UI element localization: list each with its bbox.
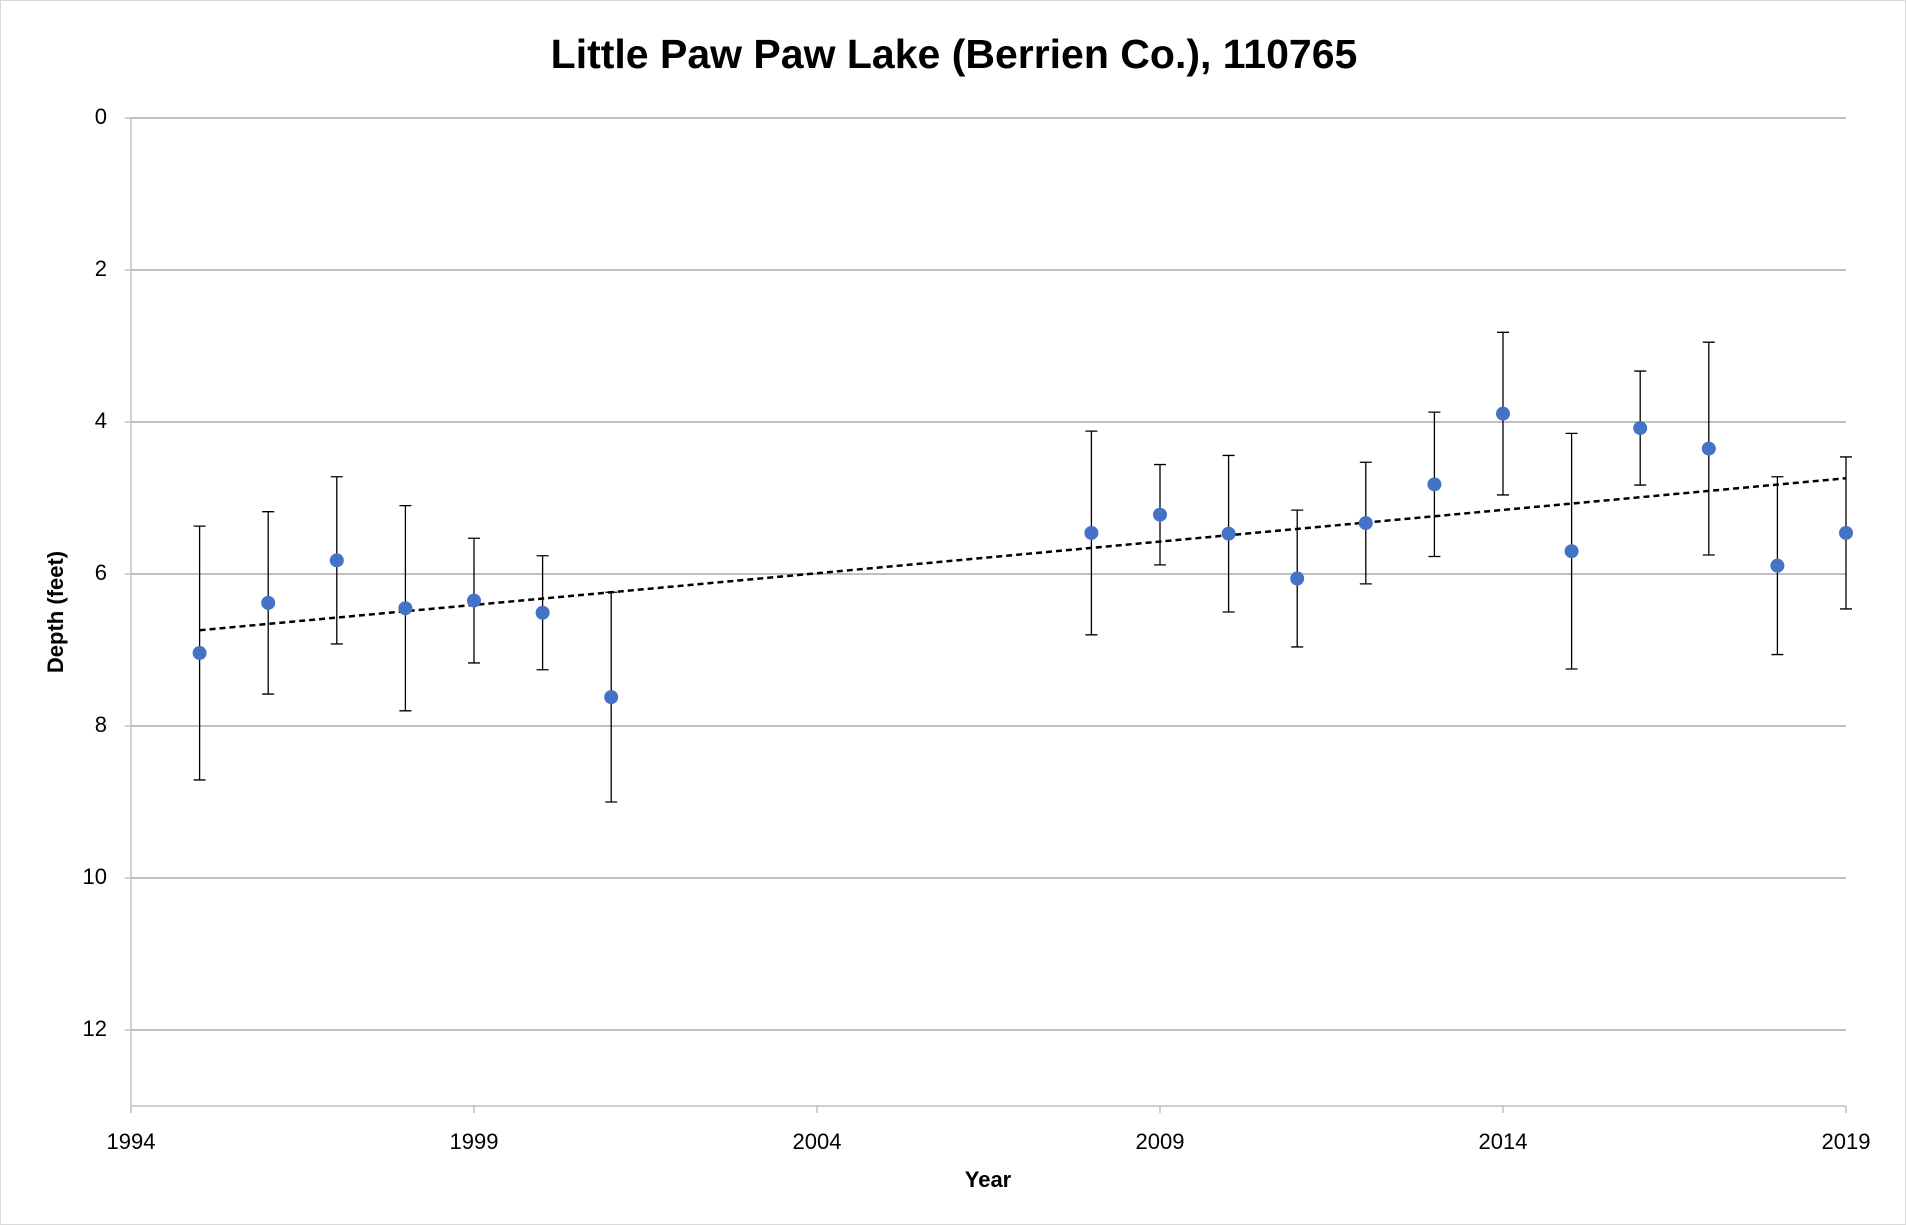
data-point	[604, 690, 619, 705]
data-point	[535, 605, 550, 620]
y-tick-label: 12	[83, 1016, 107, 1041]
x-tick-label: 2004	[793, 1129, 842, 1154]
data-point	[1496, 406, 1510, 421]
y-tick-label: 4	[95, 408, 107, 433]
y-axis-label: Depth (feet)	[43, 551, 68, 673]
data-point	[1427, 477, 1442, 492]
x-tick-label: 1999	[450, 1129, 499, 1154]
data-point	[1358, 516, 1373, 531]
data-point	[1701, 441, 1716, 456]
data-point	[1633, 421, 1648, 436]
y-tick-label: 6	[95, 560, 107, 585]
data-point	[1290, 571, 1305, 586]
y-tick-label: 0	[95, 104, 107, 129]
data-point	[192, 646, 207, 661]
data-point	[1153, 507, 1167, 522]
y-tick-label: 8	[95, 712, 107, 737]
x-axis-label: Year	[965, 1167, 1012, 1192]
data-point	[1770, 558, 1785, 573]
data-point	[398, 601, 413, 616]
data-point	[1221, 526, 1236, 541]
data-point	[1839, 525, 1853, 540]
x-tick-label: 2014	[1479, 1129, 1528, 1154]
data-point	[329, 553, 344, 568]
x-tick-label: 2009	[1136, 1129, 1185, 1154]
y-tick-label: 2	[95, 256, 107, 281]
chart-title: Little Paw Paw Lake (Berrien Co.), 11076…	[551, 31, 1358, 77]
x-tick-label: 2019	[1822, 1129, 1871, 1154]
y-tick-label: 10	[83, 864, 107, 889]
x-tick-label: 1994	[107, 1129, 156, 1154]
data-point	[1564, 544, 1579, 559]
data-point	[467, 593, 481, 608]
data-point	[1084, 525, 1099, 540]
data-point	[261, 595, 276, 610]
